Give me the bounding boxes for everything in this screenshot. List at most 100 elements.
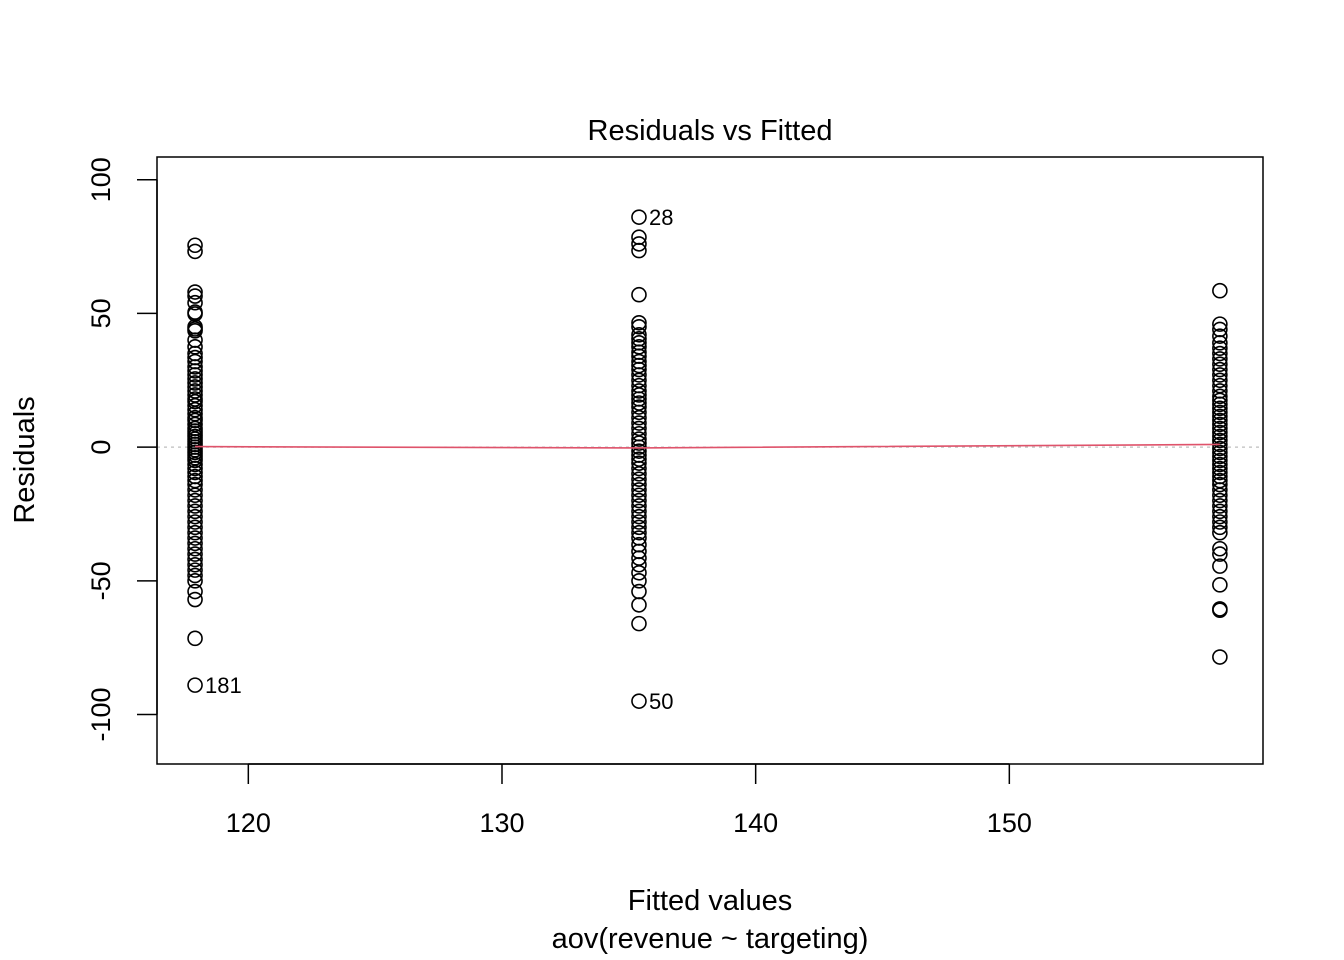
data-point-g2-33 <box>631 443 647 459</box>
data-point-g2-24 <box>631 399 647 415</box>
data-point-g3-30 <box>1212 448 1228 465</box>
data-point-g2-38 <box>631 466 647 482</box>
data-point-g1-55 <box>187 503 203 520</box>
data-point-g3-31 <box>1212 452 1228 469</box>
point-labels-layer: 28 50 181 <box>205 205 673 714</box>
data-point-g1-25 <box>187 393 203 410</box>
data-point-g1-51 <box>187 482 203 498</box>
data-point-g1-56 <box>187 508 203 525</box>
data-point-g1-57 <box>187 514 203 530</box>
smooth-line <box>195 443 1220 449</box>
plot-area: 28 50 181 <box>157 205 1263 714</box>
data-point-g3-48 <box>1212 546 1228 562</box>
data-point-g1-47 <box>187 464 203 481</box>
x-tick-label-130: 130 <box>479 808 524 838</box>
data-point-g2-17 <box>631 367 647 383</box>
data-point-g3-45 <box>1212 519 1228 536</box>
data-point-g2-8 <box>631 327 647 343</box>
data-point-g3-40 <box>1212 492 1228 509</box>
point-label-181: 181 <box>205 673 242 698</box>
data-point-g1-70 <box>187 591 203 608</box>
data-point-g2-40 <box>631 476 647 493</box>
data-point-g3-15 <box>1212 388 1228 405</box>
data-point-g2-4 <box>631 242 647 259</box>
data-point-g3-43 <box>1212 508 1228 525</box>
data-point-g2-16 <box>631 361 647 378</box>
data-point-g1-10 <box>187 323 203 339</box>
smooth-line-layer <box>195 443 1220 449</box>
data-point-g3-18 <box>1212 400 1228 417</box>
data-point-g2-27 <box>631 415 647 431</box>
data-point-g3-4 <box>1212 328 1228 344</box>
point-label-28: 28 <box>649 205 673 230</box>
x-axis-title: Fitted values <box>628 885 792 917</box>
data-point-g2-31 <box>631 435 647 451</box>
data-point-g2-49 <box>631 524 647 541</box>
y-tick-label-50: 50 <box>86 298 116 328</box>
data-point-g2-3 <box>631 236 647 252</box>
data-point-g1-53 <box>187 492 203 509</box>
chart-subtitle: aov(revenue ~ targeting) <box>552 923 869 955</box>
data-point-g3-11 <box>1212 367 1228 383</box>
data-point-g1-20 <box>187 375 203 391</box>
data-point-g2-37 <box>631 460 647 477</box>
data-point-g2-25 <box>631 404 647 421</box>
data-point-g1-58 <box>187 519 203 536</box>
data-point-g1-7 <box>187 306 203 322</box>
data-point-g1-69 <box>187 583 203 600</box>
data-point-g2-30 <box>631 431 647 447</box>
data-point-g3-52 <box>1212 602 1228 619</box>
data-point-g2-1 <box>631 209 647 225</box>
data-point-g1-3 <box>187 284 203 300</box>
data-point-g2-42 <box>631 487 647 504</box>
data-point-g1-1 <box>187 237 203 254</box>
data-point-g2-6 <box>631 314 647 331</box>
data-point-g3-42 <box>1212 503 1228 520</box>
y-axis: -100 -50 0 50 100 <box>86 157 158 742</box>
data-point-g3-49 <box>1212 558 1228 574</box>
data-point-g3-21 <box>1212 412 1228 429</box>
points-layer <box>187 209 1228 709</box>
data-point-g1-64 <box>187 551 203 568</box>
data-point-g3-39 <box>1212 487 1228 504</box>
data-point-g1-54 <box>187 498 203 514</box>
data-point-g2-56 <box>631 573 647 589</box>
data-point-g3-2 <box>1212 316 1228 332</box>
data-point-g2-59 <box>631 615 647 632</box>
data-point-g2-54 <box>631 556 647 573</box>
data-point-g3-5 <box>1212 335 1228 351</box>
x-tick-label-150: 150 <box>987 808 1032 838</box>
data-point-g1-52 <box>187 487 203 504</box>
y-axis-title: Residuals <box>9 396 41 523</box>
data-point-g3-37 <box>1212 476 1228 493</box>
data-point-g3-38 <box>1212 482 1228 498</box>
x-axis: 120 130 140 150 <box>226 763 1032 838</box>
data-point-g3-44 <box>1212 514 1228 530</box>
data-point-g2-45 <box>631 503 647 520</box>
data-point-g3-33 <box>1212 460 1228 477</box>
data-point-g3-7 <box>1212 345 1228 362</box>
data-point-g2-43 <box>631 492 647 509</box>
data-point-g3-26 <box>1212 432 1228 449</box>
data-point-g3-47 <box>1212 540 1228 557</box>
x-tick-label-140: 140 <box>733 808 778 838</box>
y-tick-label--50: -50 <box>86 561 116 600</box>
data-point-g3-46 <box>1212 524 1228 541</box>
data-point-g3-20 <box>1212 408 1228 425</box>
data-point-g3-12 <box>1212 372 1228 389</box>
y-tick-label-100: 100 <box>86 157 116 202</box>
data-point-g2-5 <box>631 286 647 303</box>
x-tick-label-120: 120 <box>226 808 271 838</box>
data-point-g1-72 <box>187 677 203 693</box>
chart-title: Residuals vs Fitted <box>588 115 833 147</box>
data-point-g1-65 <box>187 556 203 573</box>
data-point-g1-4 <box>187 288 203 304</box>
data-point-g3-28 <box>1212 440 1228 457</box>
data-point-g3-24 <box>1212 424 1228 441</box>
data-point-g1-67 <box>187 567 203 584</box>
data-point-g3-32 <box>1212 456 1228 473</box>
data-point-g3-23 <box>1212 420 1228 437</box>
data-point-g2-21 <box>631 387 647 403</box>
